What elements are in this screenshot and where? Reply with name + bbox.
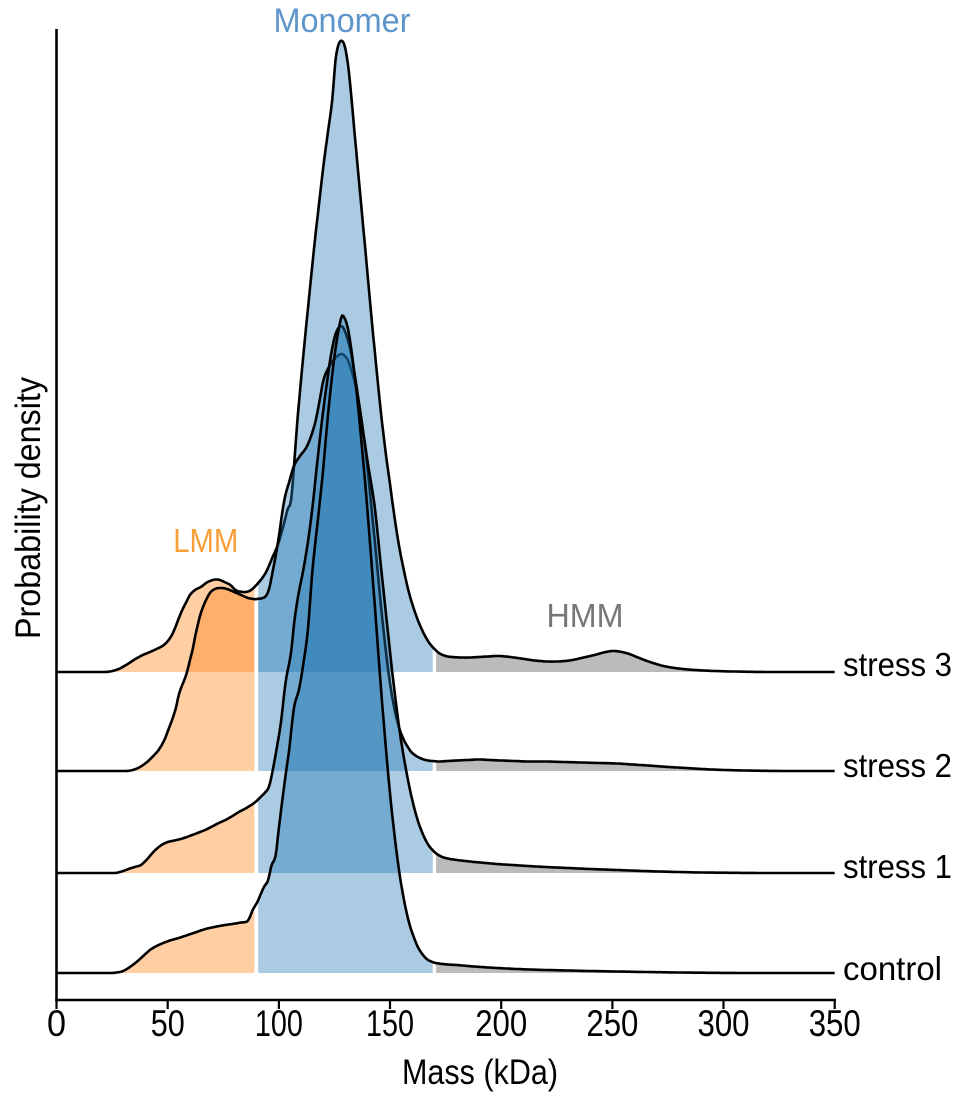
svg-text:control: control [843,950,942,987]
svg-text:Monomer: Monomer [274,2,411,40]
svg-text:stress 3: stress 3 [843,646,952,683]
svg-text:250: 250 [586,1003,638,1044]
svg-text:Mass (kDa): Mass (kDa) [402,1053,558,1092]
svg-text:50: 50 [151,1003,185,1044]
svg-text:LMM: LMM [173,522,238,559]
svg-text:stress 1: stress 1 [843,848,952,885]
svg-text:150: 150 [366,1003,414,1044]
svg-text:350: 350 [809,1003,861,1044]
svg-text:300: 300 [698,1003,750,1044]
svg-text:stress 2: stress 2 [843,747,952,784]
svg-text:0: 0 [47,1003,66,1044]
svg-text:HMM: HMM [547,597,624,634]
svg-text:200: 200 [475,1003,527,1044]
svg-text:Probability density: Probability density [9,377,48,639]
svg-text:100: 100 [255,1003,303,1044]
